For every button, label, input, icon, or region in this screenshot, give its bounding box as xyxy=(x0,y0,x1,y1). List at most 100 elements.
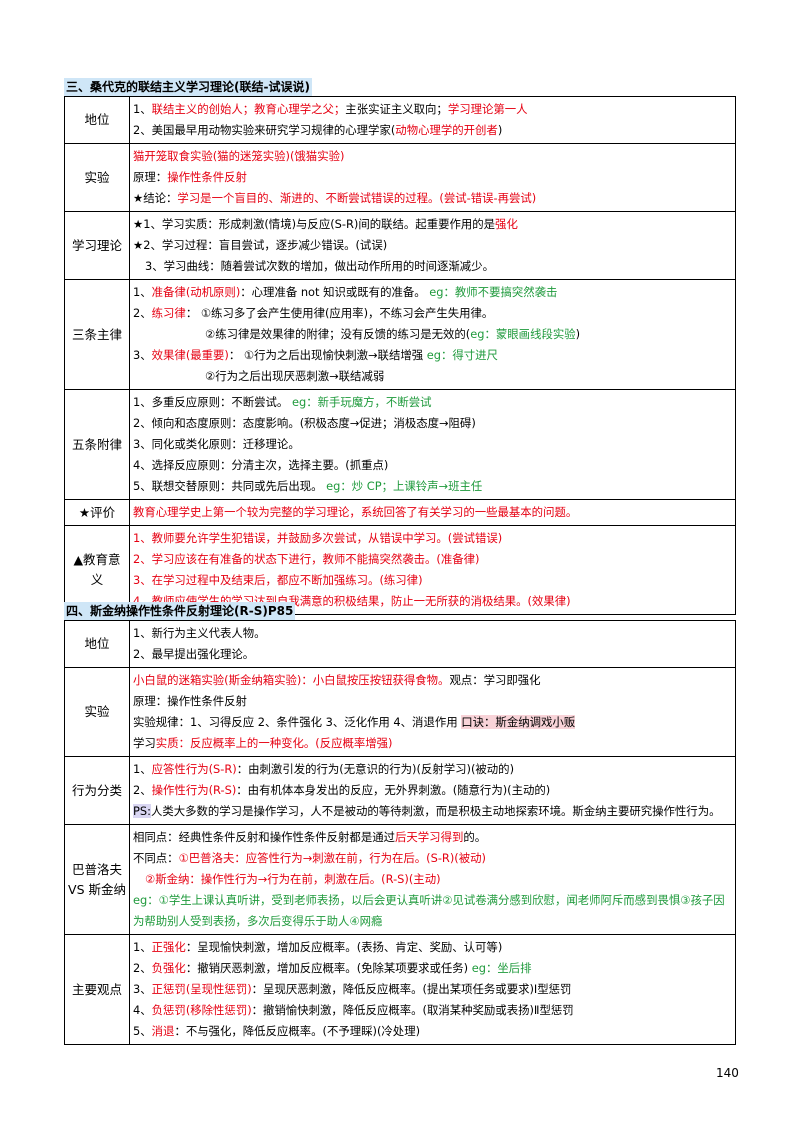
text-segment: 小白鼠的迷箱实验(斯金纳箱实验)：小白鼠按压按钮获得食物。 xyxy=(133,673,450,687)
table-row: 地位 1、联结主义的创始人；教育心理学之父；主张实证主义取向；学习理论第一人 2、美… xyxy=(64,96,736,144)
text-segment: ★结论： xyxy=(133,191,178,205)
row-label: 三条主律 xyxy=(64,279,130,390)
row-label: 地位 xyxy=(64,96,130,144)
text-segment: 2、 xyxy=(133,961,152,975)
row-label: ▲教育意义 xyxy=(64,525,130,615)
text-segment: 1、 xyxy=(133,940,152,954)
content-line: 3、正惩罚(呈现性惩罚)：呈现厌恶刺激，降低反应概率。(提出某项任务或要求)Ⅰ型… xyxy=(133,979,732,1000)
row-label: ★评价 xyxy=(64,499,130,526)
content-line: 1、准备律(动机原则)：心理准备 not 知识或既有的准备。 eg：教师不要搞突… xyxy=(133,282,732,303)
page-number: 140 xyxy=(716,1066,739,1080)
content-line: 1、正强化：呈现愉快刺激，增加反应概率。(表扬、肯定、奖励、认可等) xyxy=(133,937,732,958)
text-segment: 实质：反应概率上的一种变化。(反应概率增强) xyxy=(155,736,393,750)
row-label: 学习理论 xyxy=(64,211,130,280)
section-table: 地位 1、新行为主义代表人物。 2、最早提出强化理论。 实验 小白鼠的迷箱实验(斯金纳箱… xyxy=(64,620,736,1045)
table-row: 巴普洛夫 VS 斯金纳 相同点：经典性条件反射和操作性条件反射都是通过后天学习得到… xyxy=(64,824,736,935)
row-content: 相同点：经典性条件反射和操作性条件反射都是通过后天学习得到的。 不同点：①巴普洛夫… xyxy=(129,824,736,935)
text-segment: eg：新手玩魔方，不断尝试 xyxy=(291,395,432,409)
text-segment: 的。 xyxy=(463,830,487,844)
text-segment: 1、教师要允许学生犯错误，并鼓励多次尝试，从错误中学习。(尝试错误) xyxy=(133,531,503,545)
content-line: ★1、学习实质：形成刺激(情境)与反应(S-R)间的联结。起重要作用的是强化 xyxy=(133,214,732,235)
text-segment: ★2、学习过程：盲目尝试，逐步减少错误。(试误) xyxy=(133,238,388,252)
content-line: 2、负强化：撤销厌恶刺激，增加反应概率。(免除某项要求或任务) eg：坐后排 xyxy=(133,958,732,979)
text-segment: 消退 xyxy=(151,1024,175,1038)
row-content: 1、教师要允许学生犯错误，并鼓励多次尝试，从错误中学习。(尝试错误) 2、学习应该… xyxy=(129,525,736,615)
section-heading: 四、斯金纳操作性条件反射理论(R-S)P85 xyxy=(64,602,296,620)
row-content: 猫开笼取食实验(猫的迷笼实验)(饿猫实验) 原理：操作性条件反射 ★结论：学习是一个… xyxy=(129,143,736,212)
text-segment: 3、在学习过程中及结束后，都应不断加强练习。(练习律) xyxy=(133,573,423,587)
text-segment: ★1、学习实质：形成刺激(情境)与反应(S-R)间的联结。起重要作用的是 xyxy=(133,217,496,231)
text-segment: 负惩罚(移除性惩罚) xyxy=(151,1003,252,1017)
row-label: 地位 xyxy=(64,620,130,668)
content-line: eg：①学生上课认真听讲，受到老师表扬，以后会更认真听讲②见试卷满分感到欣慰，闻… xyxy=(133,890,732,932)
content-line: 2、倾向和态度原则：态度影响。(积极态度→促进；消极态度→阻碍) xyxy=(133,413,732,434)
row-content: 小白鼠的迷箱实验(斯金纳箱实验)：小白鼠按压按钮获得食物。观点：学习即强化原理：… xyxy=(129,667,736,757)
text-segment: ：撤销愉快刺激，降低反应概率。(取消某种奖励或表扬)Ⅱ型惩罚 xyxy=(251,1003,574,1017)
row-content: 1、正强化：呈现愉快刺激，增加反应概率。(表扬、肯定、奖励、认可等) 2、负强化：… xyxy=(129,934,736,1045)
content-line: 2、练习律： ①练习多了会产生使用律(应用率)，不练习会产生失用律。 xyxy=(133,303,732,324)
text-segment: 观点：学习即强化 xyxy=(449,673,541,687)
text-segment: 主张实证主义取向； xyxy=(345,102,448,116)
text-segment: 学习 xyxy=(133,736,156,750)
table-row: 学习理论 ★1、学习实质：形成刺激(情境)与反应(S-R)间的联结。起重要作用的是… xyxy=(64,211,736,280)
table-row: ★评价 教育心理学史上第一个较为完整的学习理论，系统回答了有关学习的一些最基本的问… xyxy=(64,499,736,526)
row-content: ★1、学习实质：形成刺激(情境)与反应(S-R)间的联结。起重要作用的是强化 ★2… xyxy=(129,211,736,280)
content-line: 2、最早提出强化理论。 xyxy=(133,644,732,665)
text-segment: 操作性行为(R-S) xyxy=(151,783,237,797)
text-segment: 2、美国最早用动物实验来研究学习规律的心理学家( xyxy=(133,123,396,137)
text-segment: eg：坐后排 xyxy=(471,961,532,975)
content-line: 5、联想交替原则：共同或先后出现。 eg：炒 CP；上课铃声→班主任 xyxy=(133,476,732,497)
text-segment: 练习律 xyxy=(151,306,186,320)
text-segment: 负强化 xyxy=(151,961,186,975)
row-content: 1、准备律(动机原则)：心理准备 not 知识或既有的准备。 eg：教师不要搞突… xyxy=(129,279,736,390)
content-line: ★结论：学习是一个盲目的、渐进的、不断尝试错误的过程。(尝试-错误-再尝试) xyxy=(133,188,732,209)
table-row: 行为分类 1、应答性行为(S-R)：由刺激引发的行为(无意识的行为)(反射学习)(… xyxy=(64,756,736,825)
content-line: 1、新行为主义代表人物。 xyxy=(133,623,732,644)
row-content: 1、多重反应原则：不断尝试。 eg：新手玩魔方，不断尝试 2、倾向和态度原则：态度… xyxy=(129,389,736,500)
text-segment: 4、选择反应原则：分清主次，选择主要。(抓重点) xyxy=(133,458,389,472)
table-row: 五条附律 1、多重反应原则：不断尝试。 eg：新手玩魔方，不断尝试 2、倾向和态度原… xyxy=(64,389,736,500)
text-segment: ： ①练习多了会产生使用律(应用率)，不练习会产生失用律。 xyxy=(185,306,494,320)
text-segment: ：不与强化，降低反应概率。(不予理睬)(冷处理) xyxy=(174,1024,421,1038)
content-line: 4、负惩罚(移除性惩罚)：撤销愉快刺激，降低反应概率。(取消某种奖励或表扬)Ⅱ型… xyxy=(133,1000,732,1021)
text-segment: ) xyxy=(575,327,581,341)
text-segment: 2、学习应该在有准备的状态下进行，教师不能搞突然袭击。(准备律) xyxy=(133,552,480,566)
text-segment: 1、 xyxy=(133,285,152,299)
text-segment: eg：蒙眼画线段实验 xyxy=(470,327,576,341)
content-line: 原理：操作性条件反射 xyxy=(133,691,732,712)
content-line: 1、应答性行为(S-R)：由刺激引发的行为(无意识的行为)(反射学习)(被动的) xyxy=(133,759,732,780)
content-line: ②行为之后出现厌恶刺激→联结减弱 xyxy=(133,366,732,387)
content-line: PS:人类大多数的学习是操作学习，人不是被动的等待刺激，而是积极主动地探索环境。… xyxy=(133,801,732,822)
text-segment: 后天学习得到 xyxy=(395,830,464,844)
row-content: 教育心理学史上第一个较为完整的学习理论，系统回答了有关学习的一些最基本的问题。 xyxy=(129,499,736,526)
text-segment: 操作性条件反射 xyxy=(167,170,247,184)
table-row: 地位 1、新行为主义代表人物。 2、最早提出强化理论。 xyxy=(64,620,736,668)
text-segment: ：呈现愉快刺激，增加反应概率。(表扬、肯定、奖励、认可等) xyxy=(185,940,503,954)
table-row: ▲教育意义 1、教师要允许学生犯错误，并鼓励多次尝试，从错误中学习。(尝试错误) 2… xyxy=(64,525,736,615)
content-line: 3、效果律(最重要)： ①行为之后出现愉快刺激→联结增强 eg：得寸进尺 xyxy=(133,345,732,366)
content-line: 实验规律：1、习得反应 2、条件强化 3、泛化作用 4、消退作用 口诀：斯金纳调… xyxy=(133,712,732,733)
text-segment: 口诀：斯金纳调戏小贩 xyxy=(461,715,576,729)
content-line: 2、美国最早用动物实验来研究学习规律的心理学家(动物心理学的开创者) xyxy=(133,120,732,141)
content-line: 学习实质：反应概率上的一种变化。(反应概率增强) xyxy=(133,733,732,754)
content-line: ★2、学习过程：盲目尝试，逐步减少错误。(试误) xyxy=(133,235,732,256)
text-segment: ②斯金纳：操作性行为→行为在前，刺激在后。(R-S)(主动) xyxy=(145,872,441,886)
text-segment: 2、倾向和态度原则：态度影响。(积极态度→促进；消极态度→阻碍) xyxy=(133,416,476,430)
text-segment: eg：①学生上课认真听讲，受到老师表扬，以后会更认真听讲②见试卷满分感到欣慰，闻… xyxy=(133,893,725,928)
text-segment: 3、 xyxy=(133,982,152,996)
text-segment: eg：得寸进尺 xyxy=(426,348,498,362)
text-segment: ：呈现厌恶刺激，降低反应概率。(提出某项任务或要求)Ⅰ型惩罚 xyxy=(251,982,572,996)
row-label: 行为分类 xyxy=(64,756,130,825)
text-segment: 3、学习曲线：随着尝试次数的增加，做出动作所用的时间逐渐减少。 xyxy=(145,259,494,273)
content-line: 不同点：①巴普洛夫：应答性行为→刺激在前，行为在后。(S-R)(被动) xyxy=(133,848,732,869)
content-line: 3、在学习过程中及结束后，都应不断加强练习。(练习律) xyxy=(133,570,732,591)
row-label: 实验 xyxy=(64,667,130,757)
text-segment: 5、 xyxy=(133,1024,152,1038)
text-segment: 原理： xyxy=(133,170,168,184)
text-segment: 强化 xyxy=(495,217,518,231)
content-line: 3、学习曲线：随着尝试次数的增加，做出动作所用的时间逐渐减少。 xyxy=(133,256,732,277)
text-segment: 2、 xyxy=(133,783,152,797)
row-content: 1、应答性行为(S-R)：由刺激引发的行为(无意识的行为)(反射学习)(被动的)… xyxy=(129,756,736,825)
text-segment: 1、 xyxy=(133,102,152,116)
